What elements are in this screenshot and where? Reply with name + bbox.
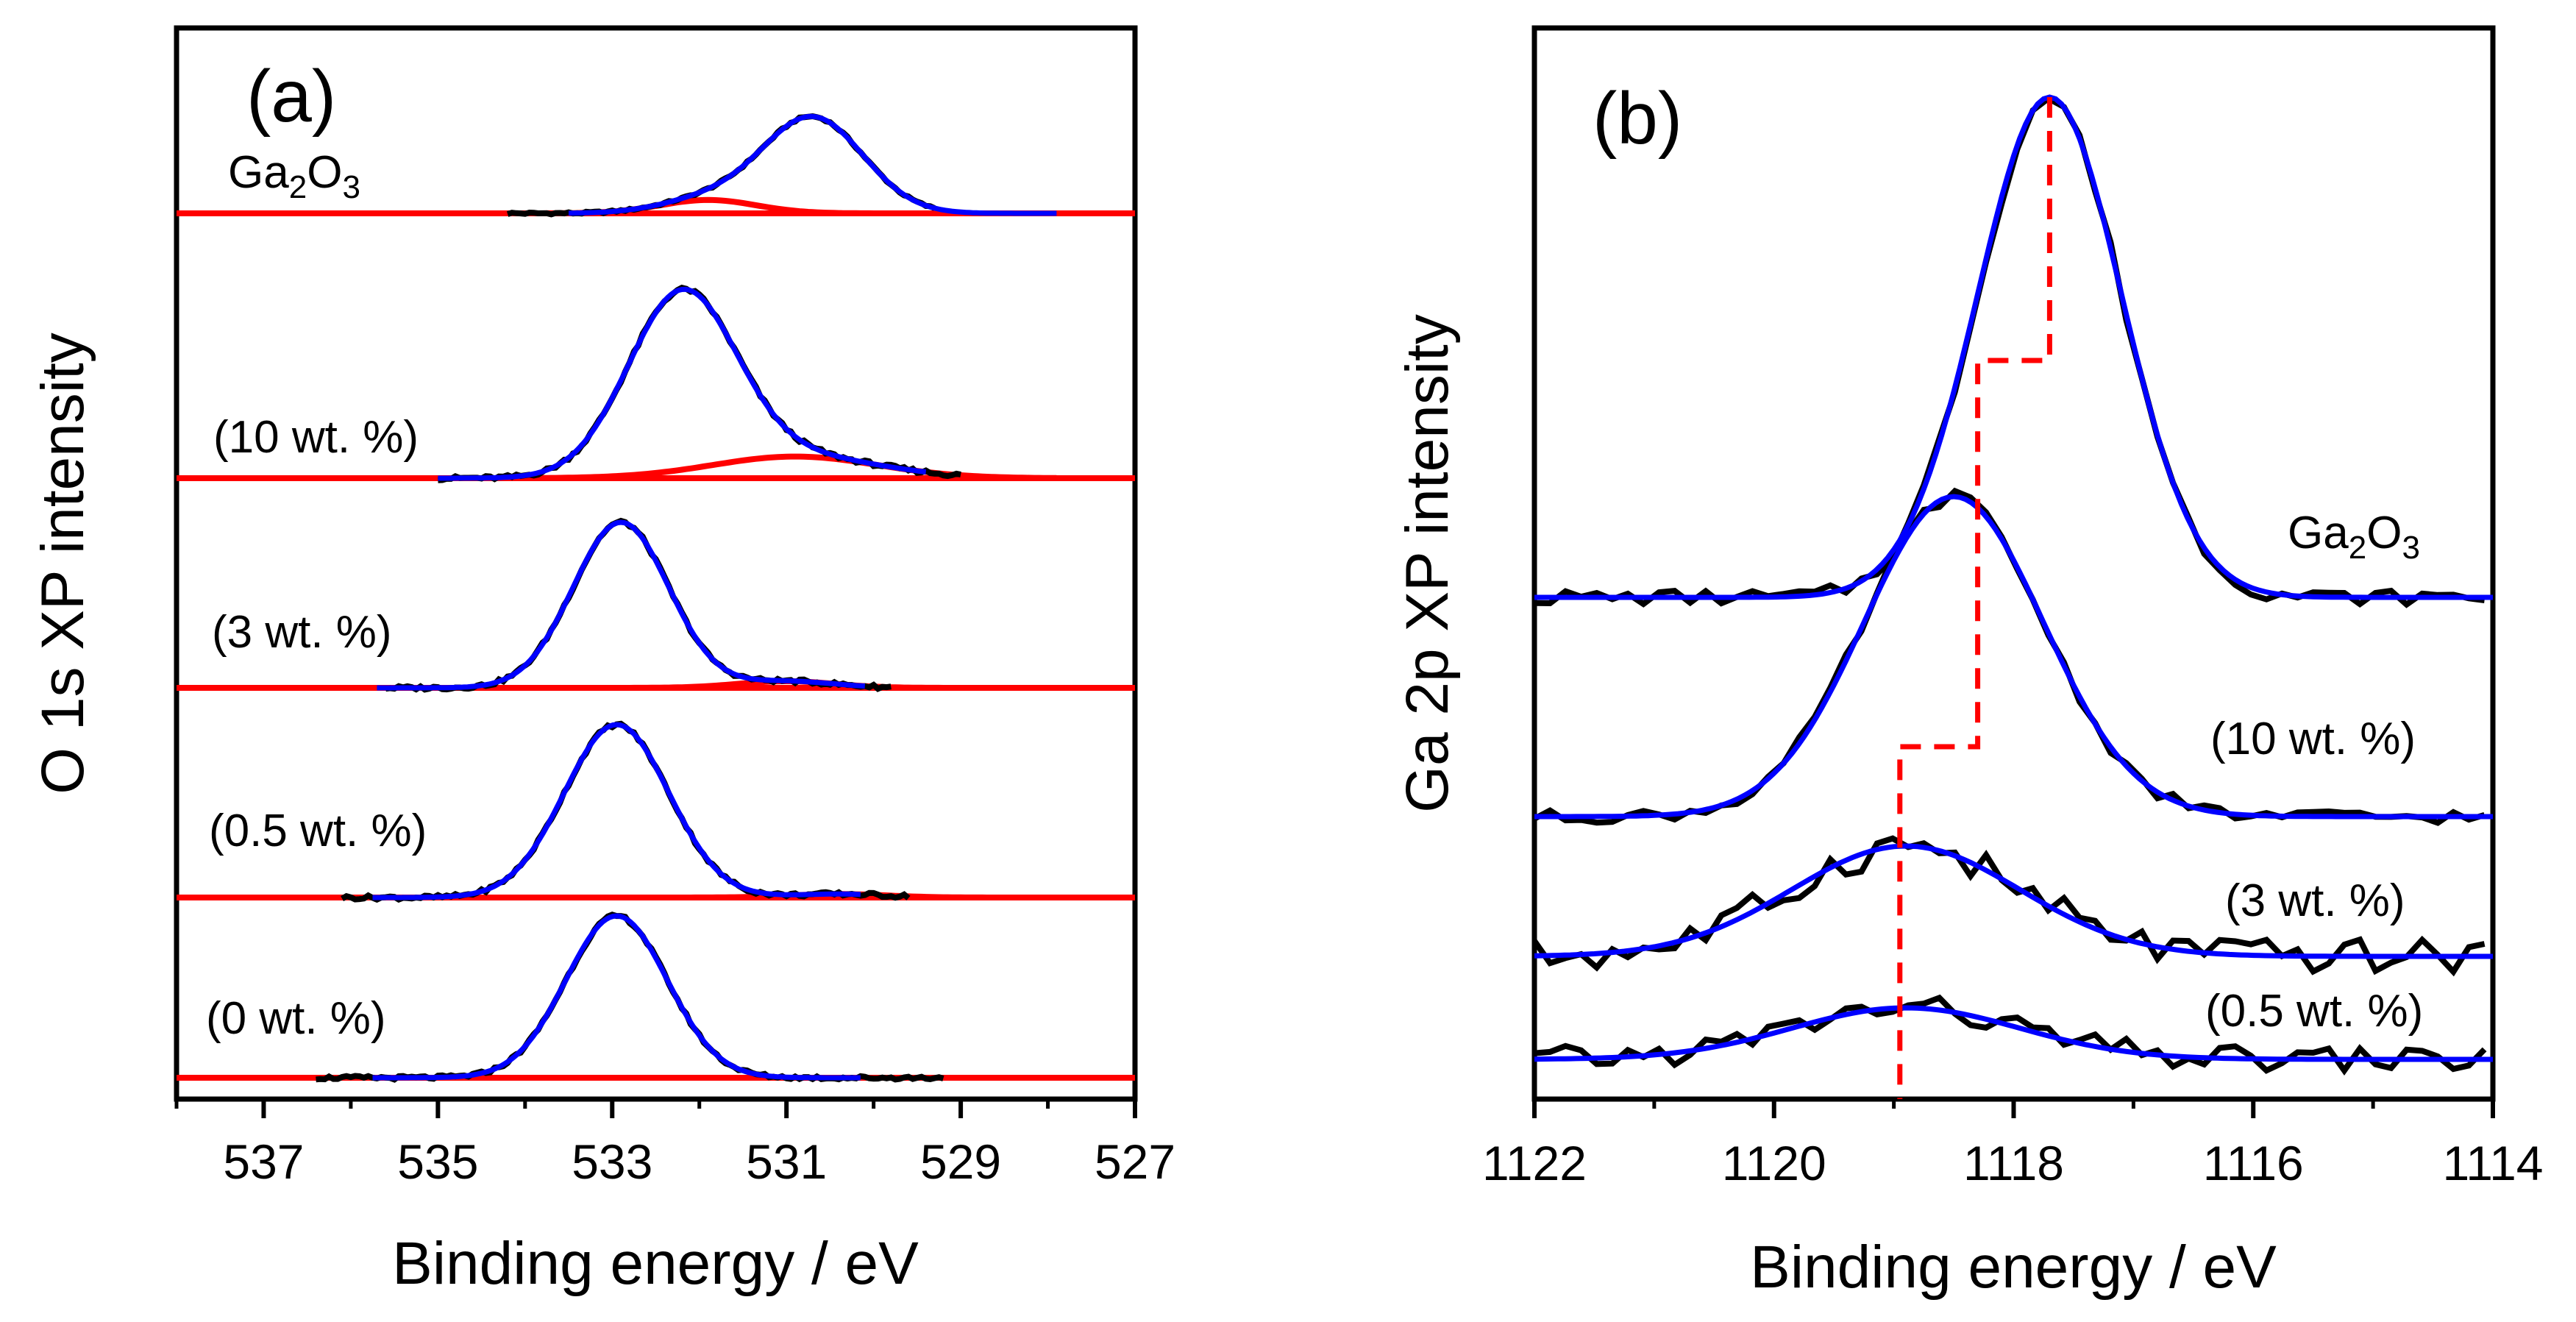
panel-b-sample-labels: Ga2O3 (10 wt. %) (3 wt. %) (0.5 wt. %) (2205, 508, 2423, 1037)
x-tick-label-0: 537 (223, 1134, 304, 1189)
panel-b-peak-shift-marker (1897, 97, 2052, 1099)
fit-line-3 (372, 722, 861, 900)
panel-a-side-components (446, 196, 1100, 900)
data-line-1 (438, 284, 961, 483)
sample-label-0: Ga2O3 (2288, 508, 2420, 566)
sample-label-3: (0.5 wt. %) (2205, 986, 2423, 1037)
x-tick-label-3: 531 (746, 1134, 827, 1189)
sample-label-4: (0 wt. %) (206, 993, 386, 1044)
panel-a-frame (174, 25, 1138, 1102)
panel-a-y-axis-title: O 1s XP intensity (29, 333, 96, 794)
fit-line-1 (438, 286, 927, 481)
sample-label-0: Ga2O3 (228, 147, 360, 205)
data-line-4 (316, 911, 944, 1083)
fit-line-2 (377, 519, 866, 691)
panel-b-x-ticks: 1122 1120 1118 1116 1114 (1482, 1099, 2544, 1190)
panel-b-y-axis-title: Ga 2p XP intensity (1394, 314, 1461, 813)
fit-line-2 (1534, 843, 2493, 959)
side-component-1 (533, 453, 1057, 481)
x-tick-label-3: 1116 (2203, 1136, 2304, 1190)
sample-label-2: (3 wt. %) (2225, 875, 2405, 926)
panel-b-ga2p: 1122 1120 1118 1116 1114 Ga2O3 (10 wt. %) (3 w… (1394, 25, 2544, 1301)
panel-a-x-ticks: 537 535 533 531 529 527 (174, 1099, 1175, 1189)
peak-shift-line (1897, 97, 2052, 1099)
fit-line-3 (1534, 1005, 2493, 1062)
data-line-3 (341, 720, 911, 903)
x-tick-label-1: 535 (397, 1134, 478, 1189)
panel-a-fit-curves (372, 113, 1057, 1081)
x-tick-label-4: 529 (920, 1134, 1001, 1189)
fit-line-1 (1534, 494, 2493, 820)
panel-b-x-axis-title: Binding energy / eV (1750, 1234, 2277, 1301)
panel-a-label: (a) (246, 55, 336, 138)
panel-a-o1s: 537 535 533 531 529 527 Ga2O3 (10 wt. %) (3 wt.… (29, 25, 1175, 1297)
panel-a-x-axis-title: Binding energy / eV (392, 1230, 919, 1297)
sample-label-1: (10 wt. %) (213, 412, 419, 463)
fit-line-4 (372, 913, 861, 1081)
fit-line-0 (1534, 94, 2493, 600)
x-tick-label-1: 1120 (1722, 1136, 1826, 1190)
panel-a-measured-spectra (316, 113, 961, 1083)
x-tick-label-0: 1122 (1482, 1136, 1587, 1190)
x-tick-label-5: 527 (1095, 1134, 1175, 1189)
fit-line-0 (569, 113, 1057, 216)
x-tick-label-2: 533 (572, 1134, 652, 1189)
panel-b-fit-curves (1534, 94, 2493, 1062)
x-tick-label-4: 1114 (2442, 1136, 2543, 1190)
sample-label-1: (10 wt. %) (2210, 714, 2416, 764)
sample-label-3: (0.5 wt. %) (209, 806, 427, 856)
x-tick-label-2: 1118 (1963, 1136, 2064, 1190)
panel-b-label: (b) (1593, 77, 1682, 160)
data-line-2 (385, 517, 892, 693)
panel-a-sample-labels: Ga2O3 (10 wt. %) (3 wt. %) (0.5 wt. %) (0 wt… (206, 147, 427, 1044)
sample-label-2: (3 wt. %) (212, 607, 392, 658)
